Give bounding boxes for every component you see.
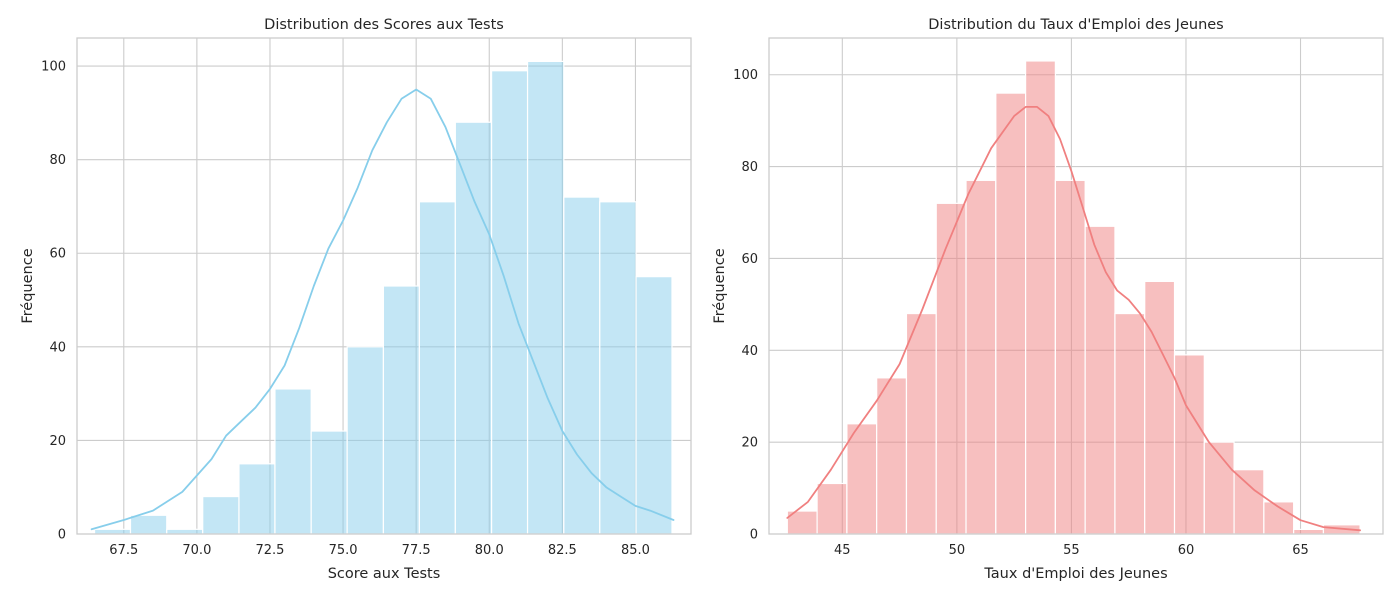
y-tick-label: 60 xyxy=(741,252,758,267)
x-axis-label: Score aux Tests xyxy=(328,566,441,582)
histogram-bar xyxy=(1024,60,1056,535)
plot-frame xyxy=(76,37,692,535)
histogram-bar xyxy=(965,179,997,535)
x-tick-label: 67.5 xyxy=(109,543,138,558)
y-tick-label: 0 xyxy=(58,528,66,543)
y-axis-label: Fréquence xyxy=(712,248,728,323)
histogram-bar xyxy=(846,423,878,535)
y-axis-label: Fréquence xyxy=(20,248,36,323)
kde-line xyxy=(786,106,1361,532)
histogram-bar xyxy=(635,276,673,535)
x-tick-label: 77.5 xyxy=(402,543,431,558)
y-tick-label: 80 xyxy=(741,160,758,175)
histogram-bar xyxy=(1293,528,1325,535)
x-tick-label: 65 xyxy=(1292,543,1309,558)
histogram-bar xyxy=(1054,179,1086,535)
y-tick-label: 20 xyxy=(49,434,66,449)
histogram-bar xyxy=(1203,441,1235,535)
y-tick-label: 60 xyxy=(49,247,66,262)
histogram-bar xyxy=(876,377,908,535)
y-tick-label: 100 xyxy=(41,60,66,75)
histogram-bar xyxy=(166,528,204,535)
chart-test-scores: 67.5 70.0 72.5 75.0 77.5 80.0 82.5 85.0 0 20 40 60 8… xyxy=(20,17,692,582)
y-tick-label: 100 xyxy=(733,68,758,83)
x-axis-label: Taux d'Emploi des Jeunes xyxy=(983,566,1167,582)
histogram-bar xyxy=(526,60,565,535)
histogram-bar xyxy=(454,121,493,535)
y-tick-label: 40 xyxy=(49,340,66,355)
histogram-bar xyxy=(1084,225,1116,535)
plot-frame xyxy=(768,37,1384,535)
histogram-bar xyxy=(905,312,937,535)
histogram-bar xyxy=(274,388,312,535)
histogram-bar xyxy=(238,463,276,535)
histogram-bar xyxy=(1173,354,1205,535)
y-tick-label: 20 xyxy=(741,436,758,451)
y-tick-label: 40 xyxy=(741,344,758,359)
histogram-bar xyxy=(93,528,132,535)
histogram-bars xyxy=(93,60,673,535)
x-tick-label: 80.0 xyxy=(475,543,504,558)
histogram-bar xyxy=(418,201,456,535)
chart-youth-employment: 45 50 55 60 65 0 20 40 60 80 100 Distribution du Ta… xyxy=(712,17,1384,582)
x-tick-label: 82.5 xyxy=(548,543,577,558)
histogram-bar xyxy=(935,202,967,535)
x-tick-label: 45 xyxy=(834,543,851,558)
y-tick-label: 80 xyxy=(49,153,66,168)
histogram-bar xyxy=(816,482,848,535)
histogram-bar xyxy=(563,196,601,535)
chart-title: Distribution des Scores aux Tests xyxy=(264,17,504,33)
x-tick-label: 70.0 xyxy=(182,543,211,558)
histogram-bar xyxy=(382,285,420,535)
histogram-bar xyxy=(310,430,348,535)
histogram-bar xyxy=(995,92,1027,535)
x-tick-label: 72.5 xyxy=(255,543,284,558)
x-tick-label: 75.0 xyxy=(329,543,358,558)
histogram-bar xyxy=(490,70,529,535)
x-tick-label: 55 xyxy=(1063,543,1080,558)
histogram-bar xyxy=(1114,312,1146,535)
histogram-bar xyxy=(346,346,385,535)
histogram-bars xyxy=(786,60,1361,535)
y-tick-label: 0 xyxy=(750,528,758,543)
histogram-bar xyxy=(1233,469,1265,535)
histogram-bar xyxy=(1144,280,1176,535)
x-tick-label: 85.0 xyxy=(621,543,650,558)
kde-line xyxy=(90,88,675,531)
chart-title: Distribution du Taux d'Emploi des Jeunes xyxy=(928,17,1224,33)
x-tick-label: 50 xyxy=(949,543,966,558)
x-tick-label: 60 xyxy=(1178,543,1195,558)
histogram-bar xyxy=(599,201,637,535)
histogram-bar xyxy=(129,514,168,535)
histogram-bar xyxy=(202,495,240,535)
